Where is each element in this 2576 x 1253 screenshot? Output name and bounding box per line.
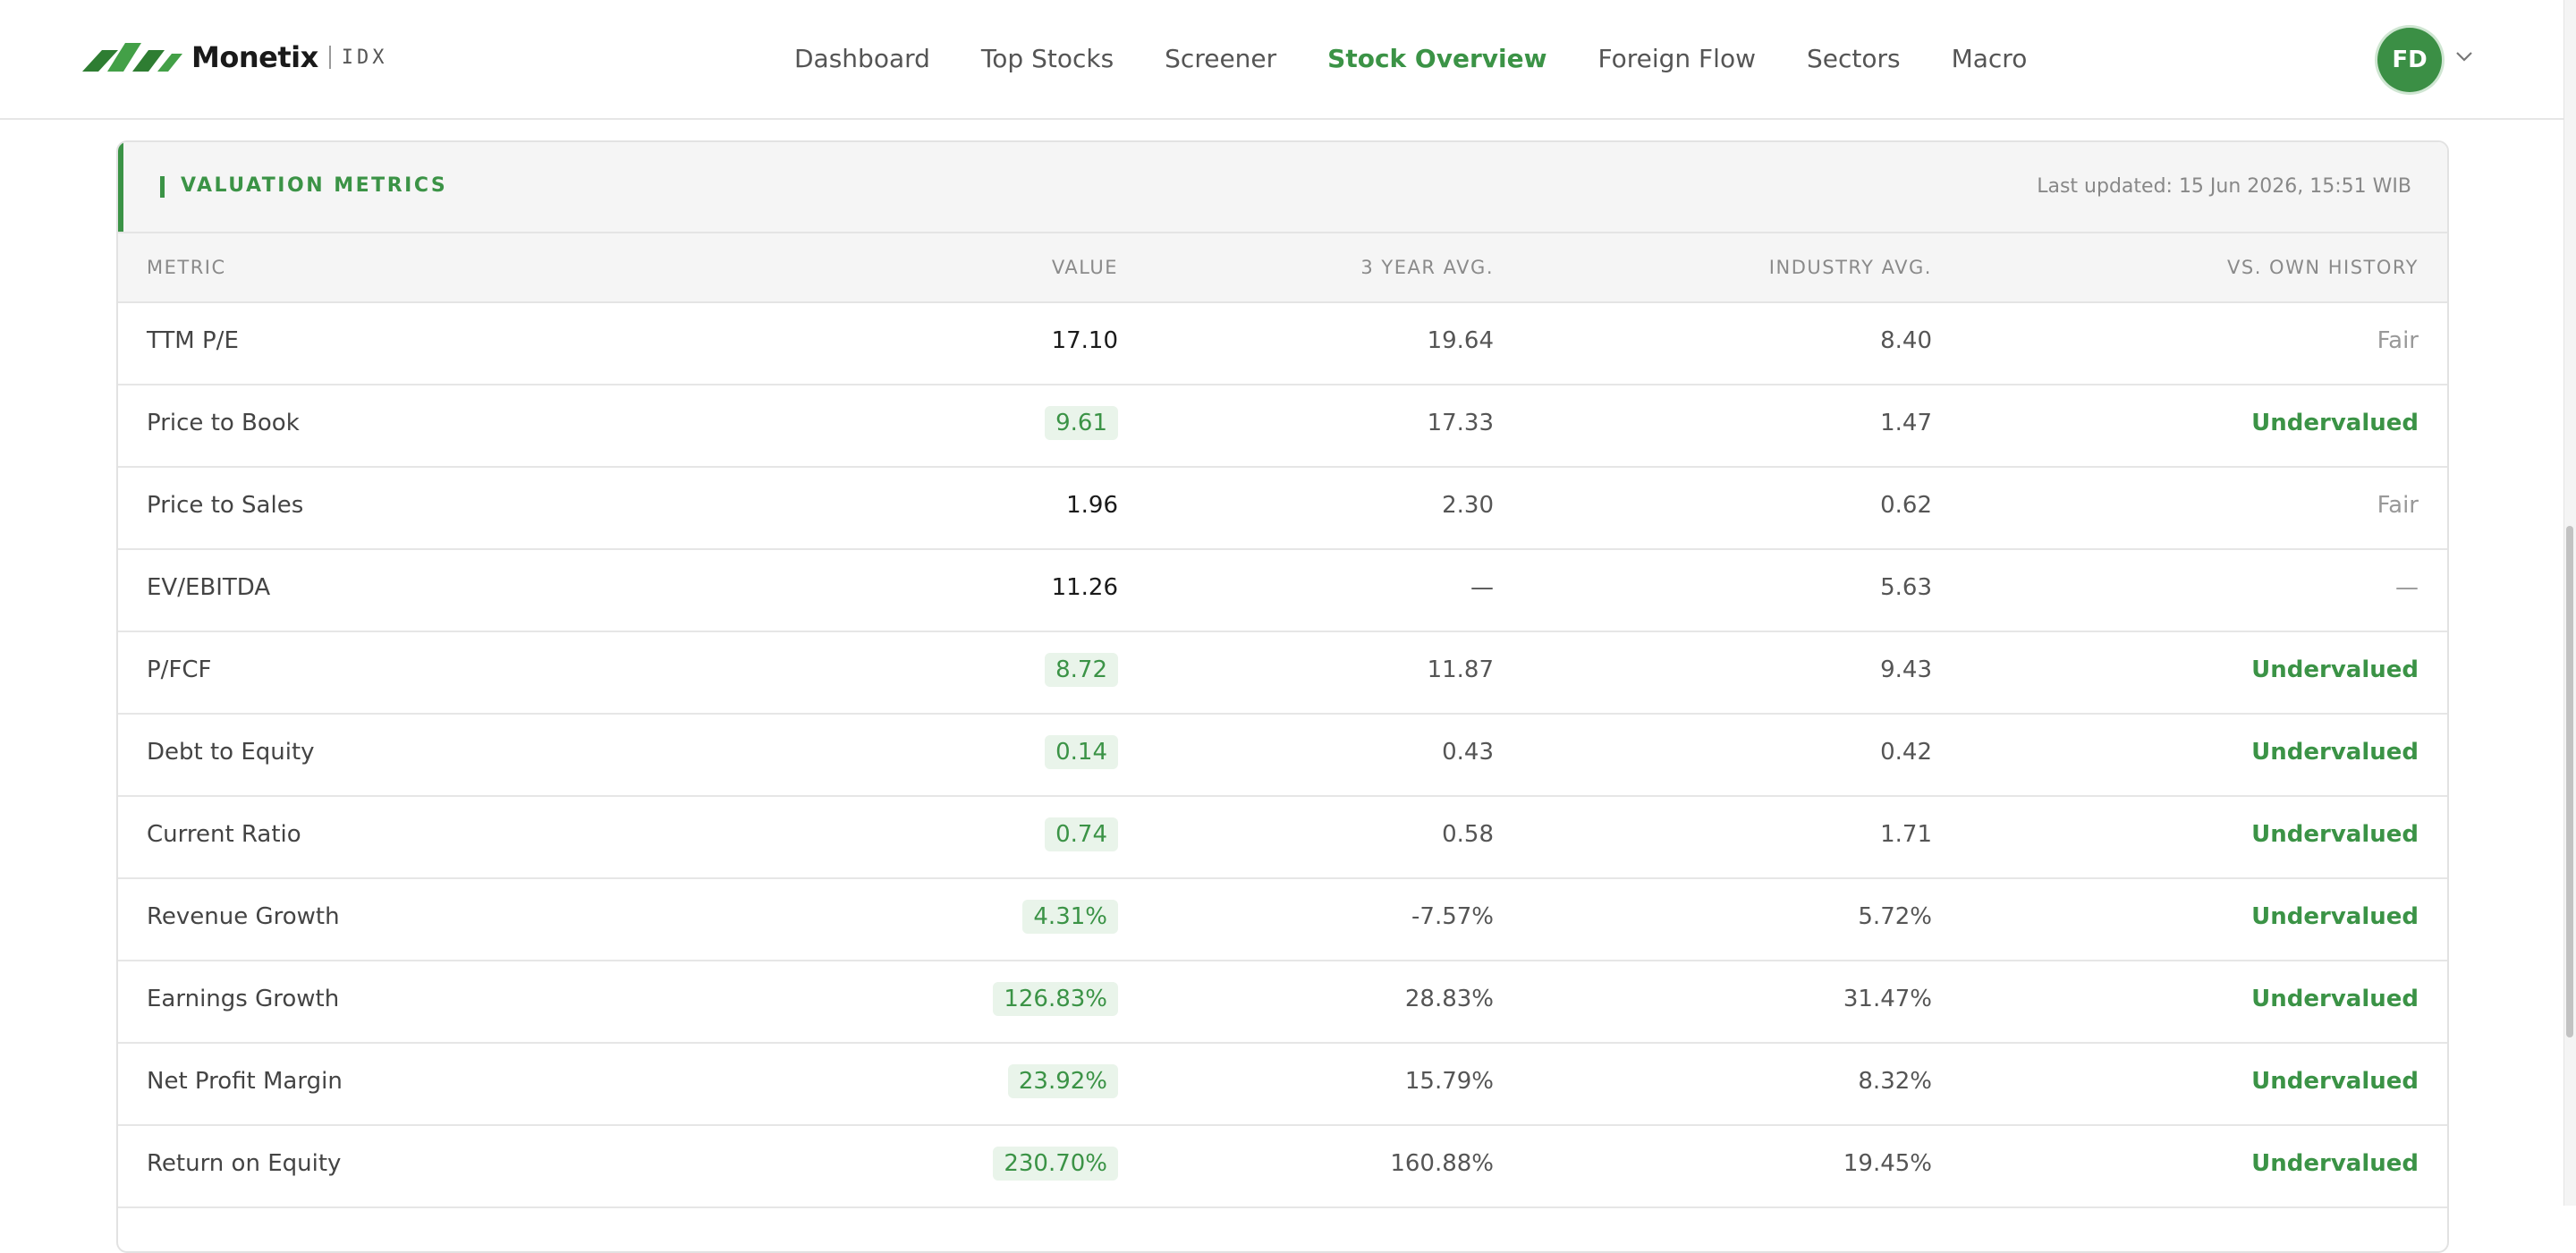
three-year-avg-cell: 160.88%	[1390, 1150, 1494, 1177]
top-nav-bar: Monetix IDX Dashboard Top Stocks Screener S…	[0, 0, 2563, 120]
section-title: VALUATION METRICS	[181, 174, 448, 197]
brand-suffix: IDX	[341, 46, 388, 69]
industry-avg-cell: 5.63	[1880, 574, 1932, 601]
user-avatar[interactable]: FD	[2377, 28, 2442, 92]
vs-history-cell: Undervalued	[2251, 739, 2419, 766]
metric-cell: Price to Sales	[147, 492, 304, 519]
value-cell: 0.14	[1045, 735, 1118, 769]
industry-avg-cell: 31.47%	[1843, 986, 1932, 1012]
table-row: TTM P/E 17.10 19.64 8.40 Fair	[118, 303, 2447, 385]
metric-cell: Debt to Equity	[147, 739, 315, 766]
three-year-avg-cell: 2.30	[1442, 492, 1494, 519]
nav-item-macro[interactable]: Macro	[1951, 44, 2028, 73]
vs-history-cell: Undervalued	[2251, 1150, 2419, 1177]
vs-history-cell: Fair	[2377, 327, 2419, 354]
industry-avg-cell: 1.47	[1880, 410, 1932, 436]
chevron-down-icon[interactable]	[2454, 50, 2474, 63]
value-cell: 11.26	[1051, 574, 1118, 601]
industry-avg-cell: 5.72%	[1858, 903, 1932, 930]
table-row: Price to Sales 1.96 2.30 0.62 Fair	[118, 468, 2447, 550]
value-cell: 23.92%	[1007, 1064, 1118, 1098]
industry-avg-cell: 19.45%	[1843, 1150, 1932, 1177]
three-year-avg-cell: 0.43	[1442, 739, 1494, 766]
table-row: Revenue Growth 4.31% -7.57% 5.72% Undervalue…	[118, 879, 2447, 961]
column-header-3y-avg: 3 YEAR AVG.	[1360, 257, 1494, 278]
three-year-avg-cell: 11.87	[1427, 656, 1494, 683]
vs-history-cell: Fair	[2377, 492, 2419, 519]
table-row: EV/EBITDA 11.26 — 5.63 —	[118, 550, 2447, 632]
three-year-avg-cell: 0.58	[1442, 821, 1494, 848]
column-header-industry-avg: INDUSTRY AVG.	[1768, 257, 1932, 278]
monetix-logo-icon	[82, 43, 182, 72]
nav-item-dashboard[interactable]: Dashboard	[794, 44, 930, 73]
main-nav: Dashboard Top Stocks Screener Stock Overvie…	[794, 39, 2027, 79]
column-header-value: VALUE	[1051, 257, 1118, 278]
card-header: VALUATION METRICS Last updated: 15 Jun 2…	[118, 142, 2447, 233]
industry-avg-cell: 8.32%	[1858, 1068, 1932, 1095]
vs-history-cell: Undervalued	[2251, 821, 2419, 848]
metric-cell: Net Profit Margin	[147, 1068, 343, 1095]
three-year-avg-cell: 17.33	[1427, 410, 1494, 436]
vs-history-cell: Undervalued	[2251, 1068, 2419, 1095]
brand-name: Monetix	[191, 40, 318, 74]
nav-item-sectors[interactable]: Sectors	[1806, 44, 1901, 73]
column-header-vs-history: VS. OWN HISTORY	[2227, 257, 2419, 278]
industry-avg-cell: 1.71	[1880, 821, 1932, 848]
table-row: P/FCF 8.72 11.87 9.43 Undervalued	[118, 632, 2447, 715]
table-row: Net Profit Margin 23.92% 15.79% 8.32% Underv…	[118, 1044, 2447, 1126]
table-row: Current Ratio 0.74 0.58 1.71 Undervalued	[118, 797, 2447, 879]
table-row: Price to Book 9.61 17.33 1.47 Undervalued	[118, 385, 2447, 468]
value-cell: 230.70%	[993, 1147, 1118, 1181]
table-body: TTM P/E 17.10 19.64 8.40 Fair Price to Book 9.…	[118, 303, 2447, 1208]
nav-item-stock-overview[interactable]: Stock Overview	[1327, 44, 1547, 73]
page-scrollbar-thumb[interactable]	[2566, 526, 2573, 1037]
metric-cell: Return on Equity	[147, 1150, 342, 1177]
table-header: METRIC VALUE 3 YEAR AVG. INDUSTRY AVG. V…	[118, 233, 2447, 303]
section-marker	[160, 176, 165, 198]
nav-item-screener[interactable]: Screener	[1165, 44, 1277, 73]
vs-history-cell: Undervalued	[2251, 410, 2419, 436]
three-year-avg-cell: —	[1470, 574, 1494, 601]
value-cell: 0.74	[1045, 817, 1118, 851]
vs-history-cell: Undervalued	[2251, 903, 2419, 930]
vs-history-cell: Undervalued	[2251, 986, 2419, 1012]
industry-avg-cell: 0.62	[1880, 492, 1932, 519]
metric-cell: EV/EBITDA	[147, 574, 271, 601]
table-row: Debt to Equity 0.14 0.43 0.42 Undervalued	[118, 715, 2447, 797]
vs-history-cell: Undervalued	[2251, 656, 2419, 683]
metric-cell: Earnings Growth	[147, 986, 340, 1012]
brand-divider	[328, 46, 331, 69]
column-header-metric: METRIC	[147, 257, 226, 278]
value-cell: 17.10	[1051, 327, 1118, 354]
vs-history-cell: —	[2395, 574, 2419, 601]
value-cell: 8.72	[1045, 653, 1118, 687]
brand-logo[interactable]: Monetix IDX	[82, 39, 387, 75]
three-year-avg-cell: -7.57%	[1411, 903, 1494, 930]
table-row: Earnings Growth 126.83% 28.83% 31.47% Underv…	[118, 961, 2447, 1044]
value-cell: 126.83%	[993, 982, 1118, 1016]
valuation-metrics-card: VALUATION METRICS Last updated: 15 Jun 2…	[116, 140, 2449, 1253]
industry-avg-cell: 0.42	[1880, 739, 1932, 766]
value-cell: 4.31%	[1022, 900, 1118, 934]
metric-cell: Revenue Growth	[147, 903, 340, 930]
last-updated: Last updated: 15 Jun 2026, 15:51 WIB	[2037, 175, 2411, 198]
metric-cell: P/FCF	[147, 656, 212, 683]
metric-cell: Price to Book	[147, 410, 300, 436]
industry-avg-cell: 8.40	[1880, 327, 1932, 354]
three-year-avg-cell: 15.79%	[1404, 1068, 1494, 1095]
metric-cell: Current Ratio	[147, 821, 301, 848]
metric-cell: TTM P/E	[147, 327, 239, 354]
three-year-avg-cell: 28.83%	[1404, 986, 1494, 1012]
industry-avg-cell: 9.43	[1880, 656, 1932, 683]
value-cell: 9.61	[1045, 406, 1118, 440]
nav-item-top-stocks[interactable]: Top Stocks	[980, 44, 1114, 73]
nav-item-foreign-flow[interactable]: Foreign Flow	[1597, 44, 1756, 73]
table-row: Return on Equity 230.70% 160.88% 19.45% Unde…	[118, 1126, 2447, 1208]
three-year-avg-cell: 19.64	[1427, 327, 1494, 354]
value-cell: 1.96	[1066, 492, 1118, 519]
